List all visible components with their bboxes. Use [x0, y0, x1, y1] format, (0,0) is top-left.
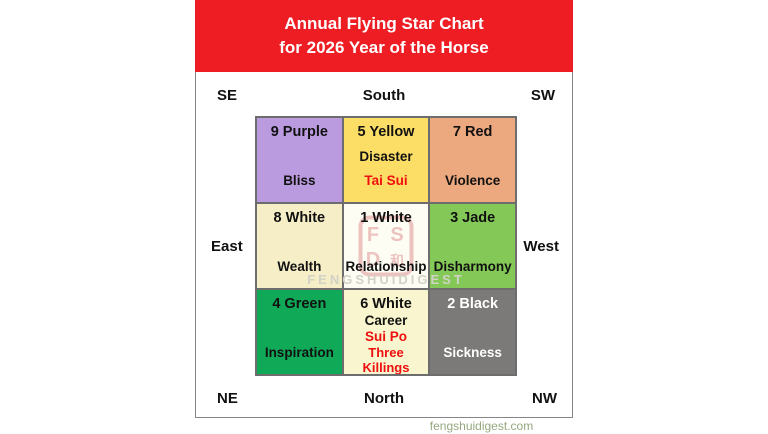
- cell-meaning-label: Inspiration: [264, 345, 334, 360]
- cell-southwest: 7 Red Violence: [429, 117, 516, 203]
- cell-northeast: 4 Green Inspiration: [256, 289, 343, 375]
- cell-star-label: 7 Red: [452, 124, 493, 140]
- cell-star-label: 3 Jade: [450, 210, 496, 226]
- cell-star-label: 1 White: [360, 210, 412, 226]
- cell-star-label: 4 Green: [272, 296, 327, 312]
- cell-meaning-label: Disaster: [359, 149, 413, 164]
- direction-label-north: North: [364, 390, 404, 407]
- direction-label-south: South: [362, 87, 406, 104]
- cell-west: 3 Jade Disharmony: [429, 203, 516, 289]
- cell-meaning-label: Violence: [445, 173, 501, 188]
- svg-text:D: D: [366, 249, 380, 271]
- title-banner: Annual Flying Star Chart for 2026 Year o…: [195, 0, 573, 72]
- cell-south: 5 Yellow Disaster Tai Sui: [342, 117, 430, 203]
- direction-label-west: West: [523, 238, 559, 255]
- cell-star-label: 2 Black: [447, 296, 499, 312]
- cell-star-label: 8 White: [273, 210, 326, 226]
- direction-label-se: SE: [217, 87, 238, 104]
- cell-warning-label: Tai Sui: [364, 173, 408, 188]
- cell-meaning-label: Sickness: [443, 345, 502, 360]
- cell-meaning-label: Disharmony: [433, 259, 512, 274]
- cell-star-label: 9 Purple: [270, 124, 328, 140]
- flying-star-grid: 9 Purple Bliss 5 Yellow Disaster Tai Sui…: [255, 116, 517, 376]
- cell-center: F S D 和 1 White Relationship: [342, 203, 430, 289]
- cell-warning2-label: Three Killings: [362, 345, 410, 375]
- cell-meaning-label: Wealth: [277, 259, 322, 274]
- cell-north: 6 White Career Sui Po Three Killings: [342, 289, 430, 375]
- svg-text:F: F: [367, 224, 379, 246]
- page-title-line1: Annual Flying Star Chart: [284, 13, 484, 33]
- cell-meaning-label: Career: [364, 313, 408, 328]
- cell-star-label: 6 White: [360, 296, 412, 312]
- cell-southeast: 9 Purple Bliss: [256, 117, 343, 203]
- svg-text:和: 和: [390, 253, 404, 269]
- flying-star-card: Annual Flying Star Chart for 2026 Year o…: [195, 0, 573, 418]
- direction-label-nw: NW: [532, 390, 557, 407]
- svg-text:S: S: [390, 224, 403, 246]
- direction-label-sw: SW: [530, 87, 555, 104]
- direction-label-east: East: [211, 238, 243, 255]
- page-title-line2: for 2026 Year of the Horse: [279, 37, 489, 57]
- cell-east: 8 White Wealth: [256, 203, 343, 289]
- cell-meaning-label: Relationship: [345, 259, 427, 274]
- watermark-text: FENGSHUIDIGEST: [307, 272, 465, 287]
- direction-label-ne: NE: [217, 390, 238, 407]
- cell-meaning-label: Bliss: [283, 173, 316, 188]
- cell-star-label: 5 Yellow: [357, 124, 415, 140]
- fengshuidigest-seal-watermark: F S D 和: [358, 215, 414, 277]
- cell-northwest: 2 Black Sickness: [429, 289, 516, 375]
- site-credit: fengshuidigest.com: [429, 419, 534, 433]
- cell-warning-label: Sui Po: [364, 329, 407, 344]
